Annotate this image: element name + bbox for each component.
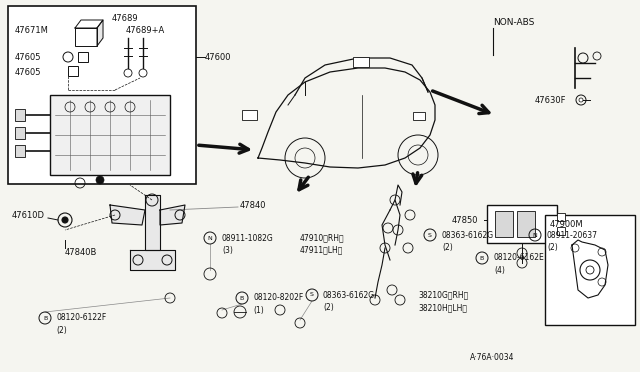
Bar [15,145,25,157]
Polygon shape [130,250,175,270]
Text: 47840B: 47840B [65,247,97,257]
Text: (1): (1) [253,306,264,315]
Text: 08120-6162E: 08120-6162E [494,253,545,263]
Polygon shape [110,205,145,225]
Text: 47605: 47605 [15,67,42,77]
Text: 47689+A: 47689+A [126,26,165,35]
Polygon shape [160,205,185,225]
Text: 47600: 47600 [205,52,232,61]
Circle shape [62,217,68,223]
Bar [50,95,170,175]
Bar [487,205,557,243]
Bar [557,227,565,235]
Circle shape [96,176,104,184]
Text: 47900M: 47900M [550,220,584,229]
Bar [8,6,196,184]
Bar [68,66,78,76]
Text: 08363-6162G: 08363-6162G [323,291,375,299]
Text: NON-ABS: NON-ABS [493,18,534,27]
Text: 08120-6122F: 08120-6122F [56,314,106,323]
Bar [353,57,369,67]
Text: 08363-6162G: 08363-6162G [442,231,494,240]
Bar [78,52,88,62]
Text: N: N [207,235,212,241]
Bar [413,112,425,120]
Text: 47610D: 47610D [12,211,45,219]
Bar [15,127,25,139]
Text: 47910〈RH〉: 47910〈RH〉 [300,234,344,243]
Bar [557,213,565,221]
Text: 08120-8202F: 08120-8202F [253,294,303,302]
Text: (3): (3) [222,246,233,255]
Bar [15,109,25,121]
Text: (2): (2) [547,243,557,252]
Circle shape [579,98,583,102]
Text: (2): (2) [56,326,67,335]
Text: B: B [480,256,484,260]
Text: 47840: 47840 [240,201,266,209]
Text: (2): (2) [323,303,333,312]
Text: 47605: 47605 [15,52,42,61]
Text: 47850: 47850 [452,215,479,224]
Text: 38210H〈LH〉: 38210H〈LH〉 [418,304,467,312]
Polygon shape [75,20,103,28]
Bar [545,215,635,325]
Text: 47630F: 47630F [535,96,566,105]
Bar [495,211,513,237]
Bar [517,211,535,237]
Bar [75,28,97,46]
Text: A·76A·0034: A·76A·0034 [470,353,515,362]
Text: B: B [43,315,47,321]
Text: 38210G〈RH〉: 38210G〈RH〉 [418,291,468,299]
Text: 47689: 47689 [112,13,139,22]
Polygon shape [97,20,103,46]
Text: 08911-1082G: 08911-1082G [222,234,274,243]
Text: N: N [532,232,538,237]
Text: S: S [428,232,432,237]
Text: 08911-20637: 08911-20637 [547,231,598,240]
Text: 47911〈LH〉: 47911〈LH〉 [300,246,344,254]
Polygon shape [145,195,160,250]
Text: (4): (4) [494,266,505,275]
Text: B: B [240,295,244,301]
Text: (2): (2) [442,243,452,252]
Text: 47671M: 47671M [15,26,49,35]
Bar [242,110,257,120]
Text: S: S [310,292,314,298]
